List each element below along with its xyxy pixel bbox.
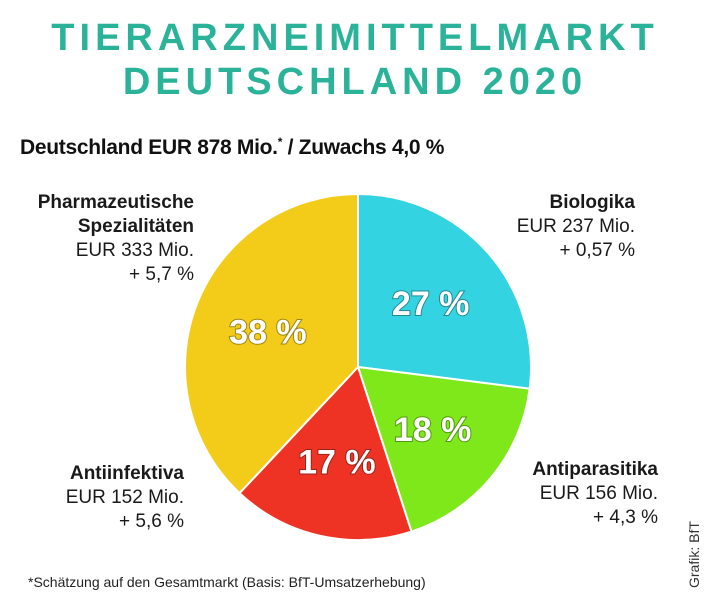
slice-name-antipara: Antiparasitika	[532, 459, 658, 480]
pie-slice-3	[183, 192, 359, 495]
pie-slice-percent-label-2: 17 %	[298, 444, 376, 482]
slice-growth-pharma: + 5,7 %	[129, 264, 194, 285]
slice-value-pharma: EUR 333 Mio.	[75, 240, 194, 261]
subtitle-main: Deutschland EUR 878 Mio.	[20, 136, 278, 159]
pie-slice-percent-label-1: 18 %	[394, 411, 472, 449]
slice-growth-antiinf: + 5,6 %	[119, 511, 184, 532]
slice-name-pharma-line1: Pharmazeutische	[37, 192, 194, 213]
subtitle-footnote-marker: *	[277, 135, 283, 149]
slice-value-antipara: EUR 156 Mio.	[539, 483, 658, 504]
slice-label-pharma: Pharmazeutische Spezialitäten EUR 333 Mi…	[38, 191, 194, 287]
pie-slice-percent-label-0: 27 %	[392, 285, 470, 323]
slice-label-bio: Biologika EUR 237 Mio. + 0,57 %	[500, 191, 635, 263]
footnote: *Schätzung auf den Gesamtmarkt (Basis: B…	[28, 574, 426, 590]
slice-name-pharma-line2: Spezialitäten	[77, 216, 194, 237]
chart-title-line2: DEUTSCHLAND 2020	[122, 61, 588, 103]
slice-label-antiinf: Antiinfektiva EUR 152 Mio. + 5,6 %	[52, 462, 184, 534]
pie-slice-percent-label-3: 38 %	[229, 313, 307, 351]
slice-name-antiinf: Antiinfektiva	[69, 463, 184, 484]
subtitle-growth: / Zuwachs 4,0 %	[282, 136, 445, 159]
chart-title-line1: TIERARZNEIMITTELMARKT	[51, 17, 659, 59]
chart-subtitle: Deutschland EUR 878 Mio.* / Zuwachs 4,0 …	[20, 135, 444, 160]
pie-slice-0	[357, 192, 532, 390]
slice-value-bio: EUR 237 Mio.	[516, 216, 635, 237]
slice-growth-antipara: + 4,3 %	[593, 507, 658, 528]
graphic-credit: Grafik: BfT	[686, 521, 702, 588]
slice-name-bio: Biologika	[549, 192, 635, 213]
slice-value-antiinf: EUR 152 Mio.	[65, 487, 184, 508]
pie-slice-1	[356, 365, 531, 533]
slice-growth-bio: + 0,57 %	[559, 240, 635, 261]
slice-label-antipara: Antiparasitika EUR 156 Mio. + 4,3 %	[510, 458, 658, 530]
pie-slice-2	[238, 365, 413, 541]
